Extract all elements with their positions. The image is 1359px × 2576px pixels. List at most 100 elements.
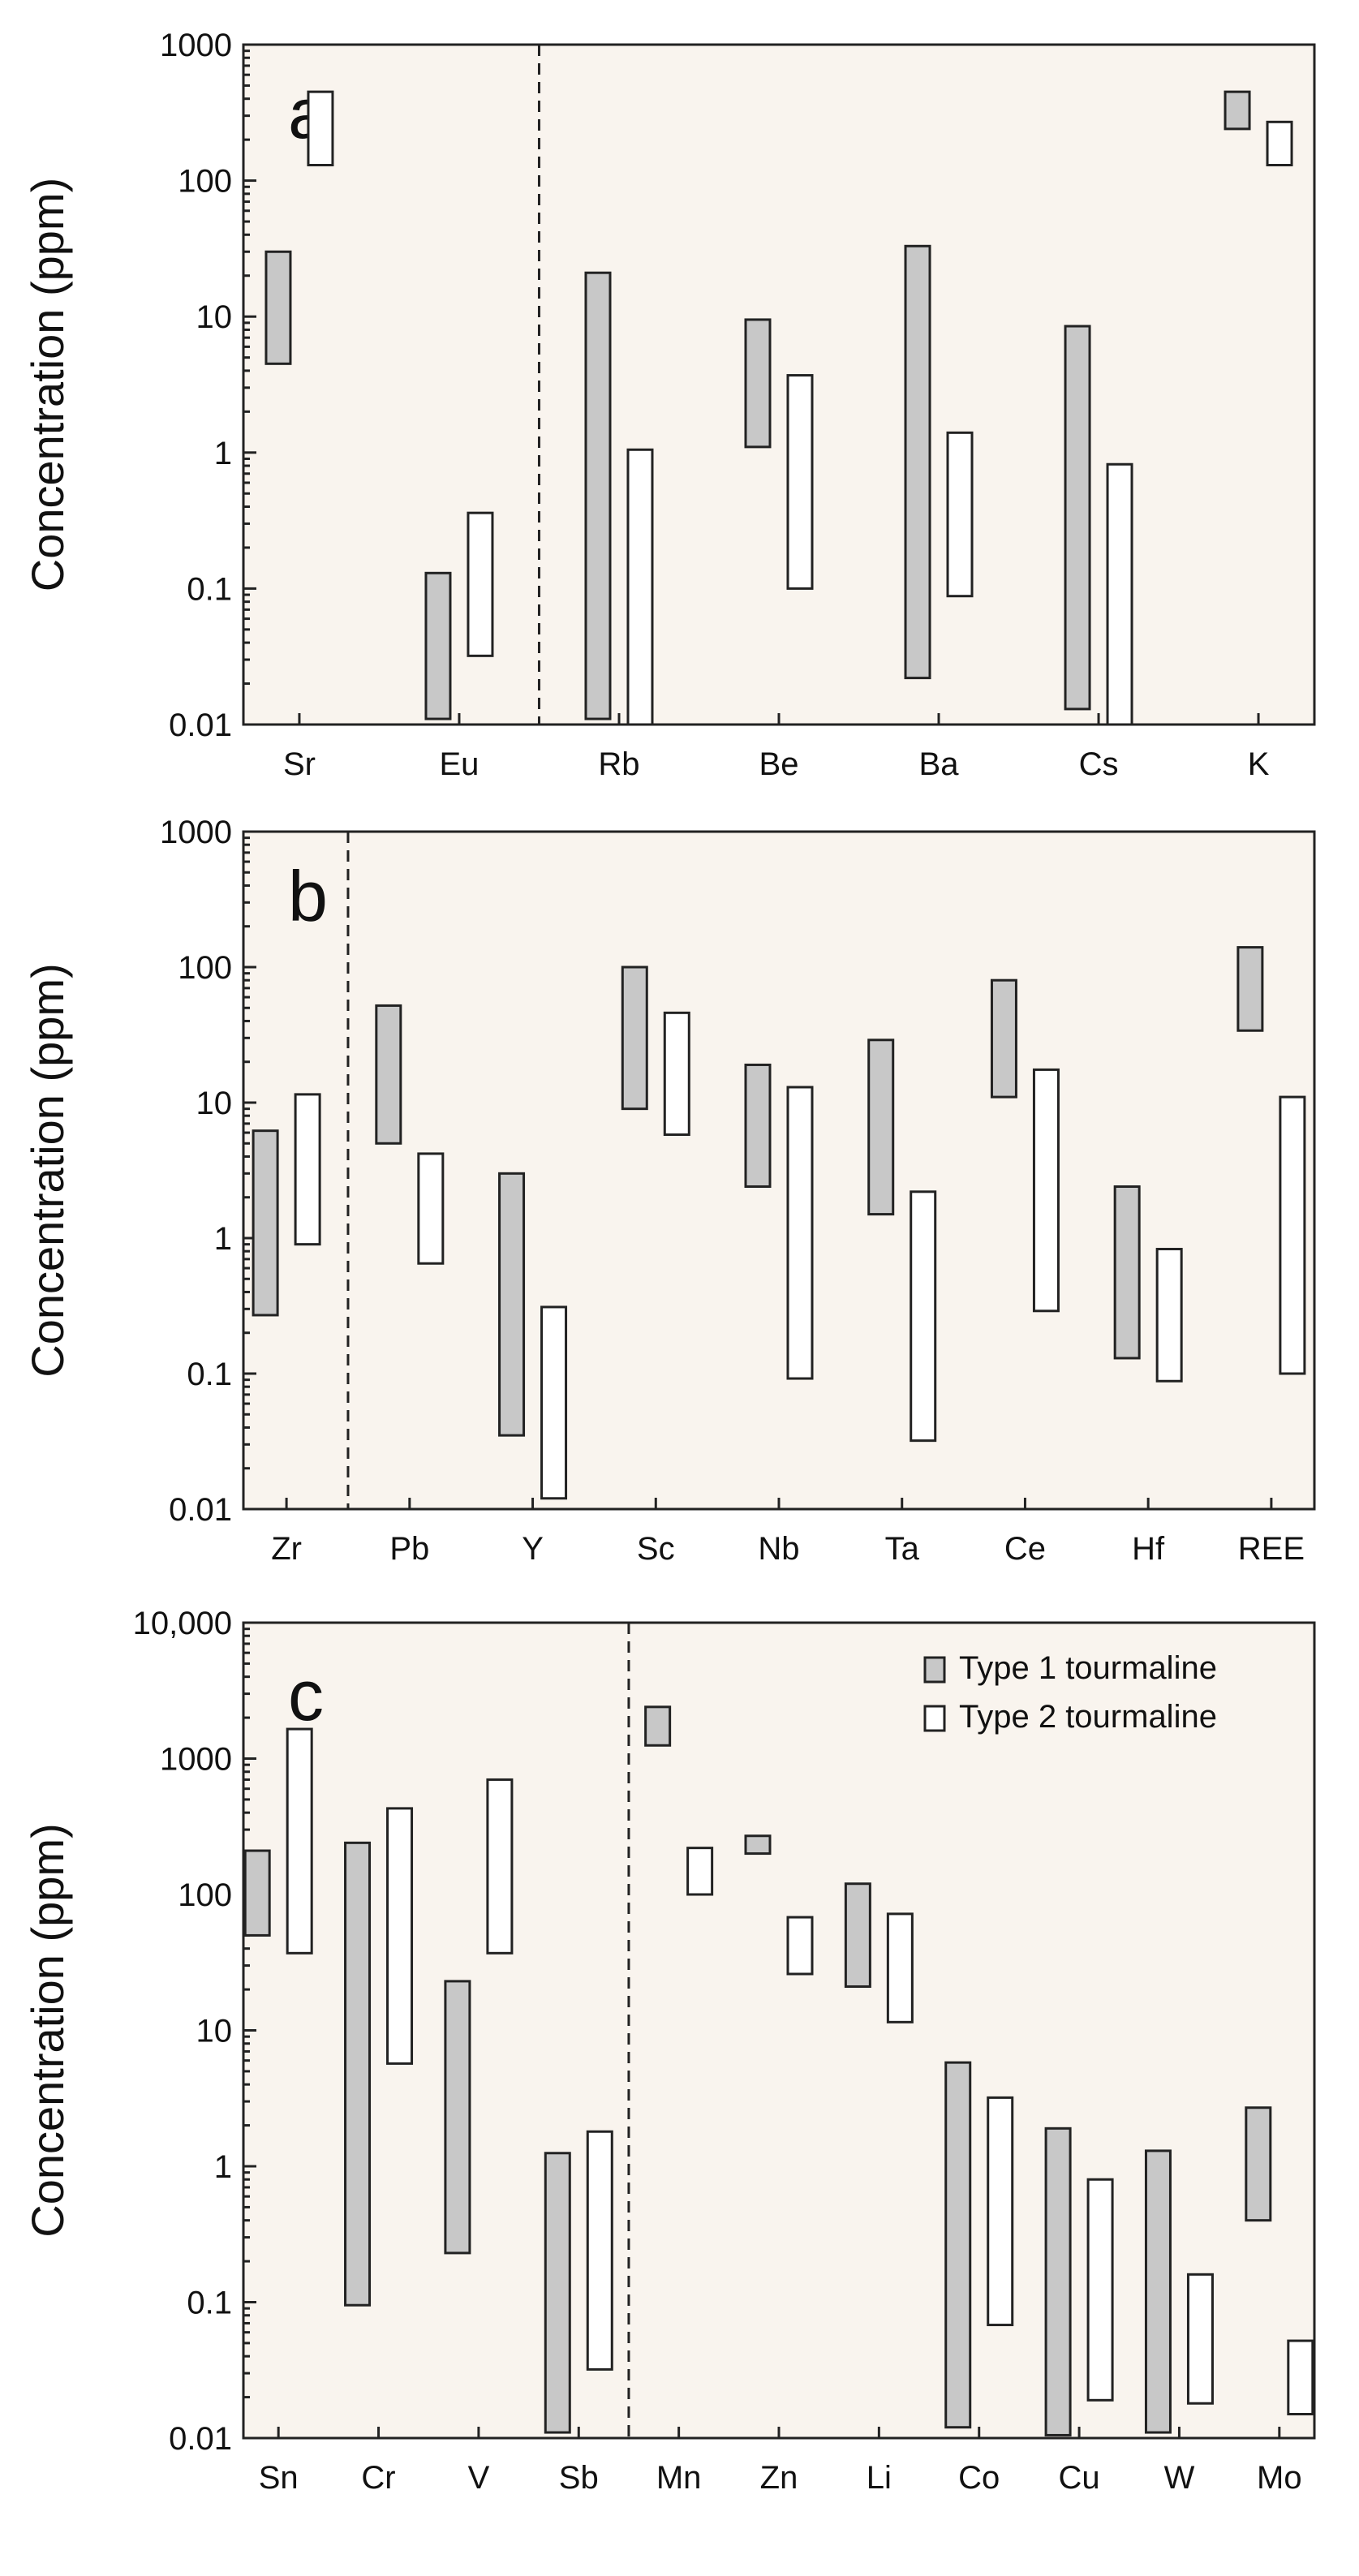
y-tick-label: 1000 [160, 815, 232, 850]
range-bar-type1-mo [1245, 2106, 1272, 2222]
y-tick-label: 0.1 [187, 1357, 232, 1392]
range-bar-type1-zn [744, 1834, 772, 1856]
x-tick-label-eu: Eu [440, 746, 480, 782]
range-bar-type1-cr [344, 1841, 372, 2307]
x-tick-label-ree: REE [1238, 1531, 1305, 1567]
x-tick-label-v: V [468, 2460, 490, 2496]
panel-letter: c [288, 1655, 324, 1735]
range-bar-type1-sr [264, 250, 292, 365]
legend: Type 1 tourmaline Type 2 tourmaline [923, 1650, 1217, 1735]
x-tick-label-sc: Sc [637, 1531, 675, 1567]
y-axis-label: Concentration (ppm) [22, 963, 73, 1377]
range-bar-type2-ta [910, 1190, 937, 1443]
range-bar-type2-cu [1086, 2178, 1114, 2402]
range-bar-type2-be [786, 374, 814, 590]
x-tick-label-sb: Sb [559, 2460, 599, 2496]
range-bar-type2-ree [1279, 1095, 1306, 1375]
y-tick-label: 100 [178, 164, 232, 200]
y-tick-label: 1000 [160, 28, 232, 63]
x-tick-label-li: Li [867, 2460, 892, 2496]
plot-frame [242, 830, 1316, 1511]
range-bar-type2-mo [1287, 2339, 1314, 2416]
range-bar-type1-nb [744, 1063, 772, 1189]
range-bar-type1-ce [990, 978, 1017, 1099]
range-bar-type1-zr [252, 1129, 279, 1317]
x-tick-label-ba: Ba [919, 746, 960, 782]
range-bar-type1-ba [904, 244, 931, 680]
x-tick-label-cr: Cr [361, 2460, 395, 2496]
y-tick-label: 1 [214, 436, 232, 471]
chart-panel-b: 0.01 0.1 1 10 100 1000 Concentration (ppm) b Zr P… [22, 815, 1316, 1567]
y-tick-label: 100 [178, 950, 232, 986]
y-tick-label: 10,000 [133, 1606, 232, 1641]
range-bar-type2-y [540, 1305, 568, 1500]
panel-letter: b [288, 856, 328, 936]
y-tick-label: 0.01 [169, 2421, 232, 2457]
range-bar-type2-cr [386, 1807, 414, 2065]
y-tick-label: 100 [178, 1877, 232, 1913]
x-tick-label-zn: Zn [760, 2460, 798, 2496]
y-tick-label: 10 [196, 2014, 233, 2049]
range-bar-type2-li [886, 1912, 914, 2023]
range-bar-type1-mn [644, 1705, 672, 1747]
range-bar-type2-pb [417, 1152, 445, 1265]
x-tick-label-ce: Ce [1004, 1531, 1046, 1567]
range-bar-type1-li [844, 1882, 871, 1989]
range-bar-type2-sc [663, 1011, 690, 1137]
x-tick-label-rb: Rb [598, 746, 639, 782]
x-tick-label-k: K [1248, 746, 1270, 782]
y-tick-label: 1 [214, 1221, 232, 1257]
range-bar-type2-zr [294, 1093, 321, 1246]
range-bar-type1-be [744, 318, 772, 449]
plot-frame [242, 43, 1316, 726]
range-bar-type1-v [444, 1980, 471, 2255]
x-tick-label-co: Co [958, 2460, 1000, 2496]
range-bar-type1-eu [424, 571, 452, 720]
x-tick-label-y: Y [522, 1531, 544, 1567]
plot-frame [242, 1621, 1316, 2440]
x-tick-label-ta: Ta [885, 1531, 920, 1567]
legend-swatch-type1 [923, 1656, 946, 1684]
x-tick-label-sr: Sr [283, 746, 316, 782]
x-tick-label-be: Be [759, 746, 799, 782]
range-bar-type2-nb [786, 1086, 814, 1380]
range-bar-type1-k [1224, 90, 1251, 131]
x-tick-label-hf: Hf [1132, 1531, 1165, 1567]
x-tick-label-mo: Mo [1257, 2460, 1302, 2496]
range-bar-type2-rb [626, 448, 654, 726]
x-tick-label-pb: Pb [389, 1531, 429, 1567]
range-bar-type1-cu [1044, 2127, 1072, 2436]
x-tick-label-zr: Zr [271, 1531, 302, 1567]
y-tick-label: 1000 [160, 1742, 232, 1778]
x-tick-label-nb: Nb [758, 1531, 799, 1567]
range-bar-type2-hf [1155, 1248, 1183, 1383]
range-bar-type2-sn [286, 1727, 313, 1955]
range-bar-type2-sb [586, 2130, 613, 2371]
x-tick-label-cu: Cu [1059, 2460, 1100, 2496]
x-tick-label-w: W [1164, 2460, 1195, 2496]
legend-swatch-type2 [923, 1705, 946, 1732]
range-bar-type2-v [486, 1778, 514, 1955]
y-tick-label: 1 [214, 2149, 232, 2185]
y-tick-label: 0.1 [187, 571, 232, 607]
range-bar-type1-sb [544, 2152, 571, 2434]
x-tick-label-sn: Sn [259, 2460, 299, 2496]
x-tick-label-cs: Cs [1079, 746, 1119, 782]
range-bar-type2-co [987, 2096, 1014, 2327]
range-bar-type2-sr [307, 90, 334, 167]
range-bar-type2-k [1266, 120, 1293, 167]
chart-panel-c: 0.01 0.1 1 10 100 1000 10,000 Concentration (pp… [22, 1606, 1316, 2496]
range-bar-type1-cs [1064, 325, 1091, 711]
legend-label-type1: Type 1 tourmaline [959, 1650, 1217, 1686]
y-axis-label: Concentration (ppm) [22, 178, 73, 591]
range-bar-type2-zn [786, 1916, 814, 1976]
y-tick-label: 0.01 [169, 707, 232, 743]
range-bar-type1-w [1144, 2149, 1172, 2434]
range-bar-type2-ba [946, 431, 974, 598]
range-bar-type1-y [498, 1172, 526, 1437]
range-bar-type1-hf [1113, 1185, 1141, 1360]
y-tick-label: 0.01 [169, 1492, 232, 1528]
range-bar-type1-co [944, 2061, 972, 2429]
range-bar-type1-rb [584, 271, 612, 720]
